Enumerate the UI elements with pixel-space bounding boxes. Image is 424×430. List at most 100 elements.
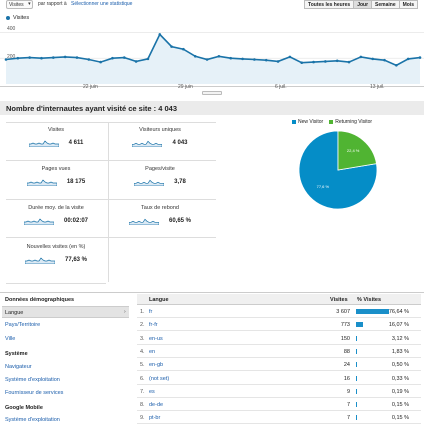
row-language-link[interactable]: fr <box>149 309 153 315</box>
metric-bounce-rate[interactable]: Taux de rebond 60,65 % <box>110 205 210 243</box>
row-number: 8. <box>140 402 145 409</box>
data-point <box>288 55 292 59</box>
data-point <box>111 56 114 60</box>
row-language-link[interactable]: (not set) <box>149 375 170 382</box>
nav-os[interactable]: Système d'exploitation <box>5 377 60 383</box>
row-pct: 1,83 % <box>391 348 409 355</box>
table-row[interactable]: 8. de-de 7 0,15 % <box>137 399 421 412</box>
data-point <box>134 60 138 63</box>
range-hourly-button[interactable]: Toutes les heures <box>304 0 355 9</box>
metric-avg-duration[interactable]: Durée moy. de la visite 00:02:07 <box>6 205 106 243</box>
row-language-link[interactable]: en-gb <box>149 362 164 369</box>
metric-unique-visitors[interactable]: Visiteurs uniques 4 043 <box>110 127 210 165</box>
metric-pageviews[interactable]: Pages vues 18 175 <box>6 166 106 204</box>
data-point <box>193 54 197 58</box>
legend-new-visitor: New Visitor <box>298 119 324 125</box>
row-pct: 0,33 % <box>391 375 409 382</box>
range-month-button[interactable]: Mois <box>399 0 418 9</box>
header-pct-visits[interactable]: % Visites <box>357 297 382 303</box>
row-pct: 3,12 % <box>391 335 409 342</box>
data-point <box>276 60 280 63</box>
sparkline-path <box>128 218 159 225</box>
data-point <box>300 61 304 65</box>
data-point <box>383 58 386 62</box>
sparkline <box>24 257 55 264</box>
range-week-button[interactable]: Semaine <box>372 0 400 9</box>
data-point <box>4 58 8 61</box>
section-title: Nombre d'internautes ayant visité ce sit… <box>0 101 424 115</box>
nav-isp[interactable]: Fournisseur de services <box>5 390 64 396</box>
range-selector: Toutes les heures Jour Semaine Mois <box>304 0 418 9</box>
data-point <box>241 57 244 61</box>
table-row[interactable]: 9. pt-br 7 0,15 % <box>137 412 421 425</box>
sparkline <box>134 179 165 186</box>
y-tick-200: 200 <box>7 54 16 60</box>
x-tick-13-juil: 13 juil. <box>370 84 385 90</box>
nav-browser[interactable]: Navigateur <box>5 364 32 370</box>
row-visits: 9 <box>346 388 350 395</box>
metric-new-visits[interactable]: Nouvelles visites (en %) 77,63 % <box>6 244 106 282</box>
data-point <box>158 33 162 36</box>
data-point <box>16 56 20 60</box>
metric-pages-per-visit[interactable]: Pages/visite 3,78 <box>110 166 210 204</box>
table-row[interactable]: 4. en 88 1,83 % <box>137 346 421 358</box>
legend-swatch-icon <box>329 120 334 124</box>
metric-select[interactable]: Visites <box>6 0 33 9</box>
table-row[interactable]: 3. en-us 150 3,12 % <box>137 333 421 345</box>
visits-series-line <box>5 33 421 67</box>
visits-line-chart[interactable] <box>0 22 424 86</box>
sparkline-path <box>134 179 165 186</box>
table-row[interactable]: 5. en-gb 24 0,50 % <box>137 359 421 372</box>
chart-resize-handle[interactable] <box>202 91 222 95</box>
row-pct: 0,15 % <box>391 402 409 409</box>
data-point <box>371 57 374 61</box>
row-pct-bar <box>356 402 357 408</box>
metric-value: 60,65 % <box>168 218 192 224</box>
header-visits[interactable]: Visites <box>330 297 348 303</box>
row-language-link[interactable]: fr-fr <box>149 322 158 329</box>
data-point <box>359 55 363 59</box>
row-language-link[interactable]: en <box>149 348 156 355</box>
row-language-link[interactable]: es <box>149 388 155 395</box>
nav-city[interactable]: Ville <box>5 336 16 342</box>
row-pct: 0,50 % <box>391 362 409 369</box>
header-language[interactable]: Langue <box>149 297 169 303</box>
sparkline-path <box>132 140 163 147</box>
sparkline <box>128 218 159 225</box>
table-row[interactable]: 1. fr 3 607 76,64 % <box>137 306 421 318</box>
chart-axis <box>0 86 424 87</box>
y-tick-400: 400 <box>7 26 16 32</box>
data-point <box>217 54 221 58</box>
x-tick-29-juin: 29 juin <box>178 84 193 90</box>
table-row[interactable]: 6. (not set) 16 0,33 % <box>137 373 421 385</box>
legend-returning-visitor: Returning Visitor <box>335 119 373 125</box>
metric-visits[interactable]: Visites 4 611 <box>6 127 106 165</box>
row-pct-bar <box>356 335 358 341</box>
visitor-type-pie[interactable]: 77,6 % 22,4 % <box>296 128 380 212</box>
row-number: 3. <box>140 335 145 342</box>
table-row[interactable]: 7. es 9 0,19 % <box>137 386 421 398</box>
nav-country[interactable]: Pays/Territoire <box>5 322 41 328</box>
nav-mobile-os[interactable]: Système d'exploitation <box>5 417 60 423</box>
range-day-button[interactable]: Jour <box>354 0 373 9</box>
row-language-link[interactable]: de-de <box>149 402 164 409</box>
metric-value: 18 175 <box>66 179 86 185</box>
pie-slice-label: 22,4 % <box>347 148 360 153</box>
data-point <box>347 60 351 64</box>
row-visits: 7 <box>346 402 350 409</box>
compare-label: par rapport à <box>38 1 67 7</box>
row-language-link[interactable]: en-us <box>149 335 163 342</box>
table-row[interactable]: 2. fr-fr 773 16,07 % <box>137 319 421 332</box>
legend-label: Visites <box>13 15 30 21</box>
metric-label: Taux de rebond <box>141 205 179 211</box>
metric-label: Nouvelles visites (en %) <box>26 244 86 250</box>
select-metric-link[interactable]: Sélectionner une statistique <box>71 1 133 7</box>
sparkline-path <box>24 257 55 264</box>
row-number: 5. <box>140 362 145 369</box>
data-point <box>395 64 398 67</box>
data-point <box>52 56 55 59</box>
nav-language[interactable]: Langue <box>2 306 129 318</box>
metric-value: 4 611 <box>68 140 84 146</box>
row-language-link[interactable]: pt-br <box>149 415 161 422</box>
row-pct: 16,07 % <box>388 322 409 329</box>
